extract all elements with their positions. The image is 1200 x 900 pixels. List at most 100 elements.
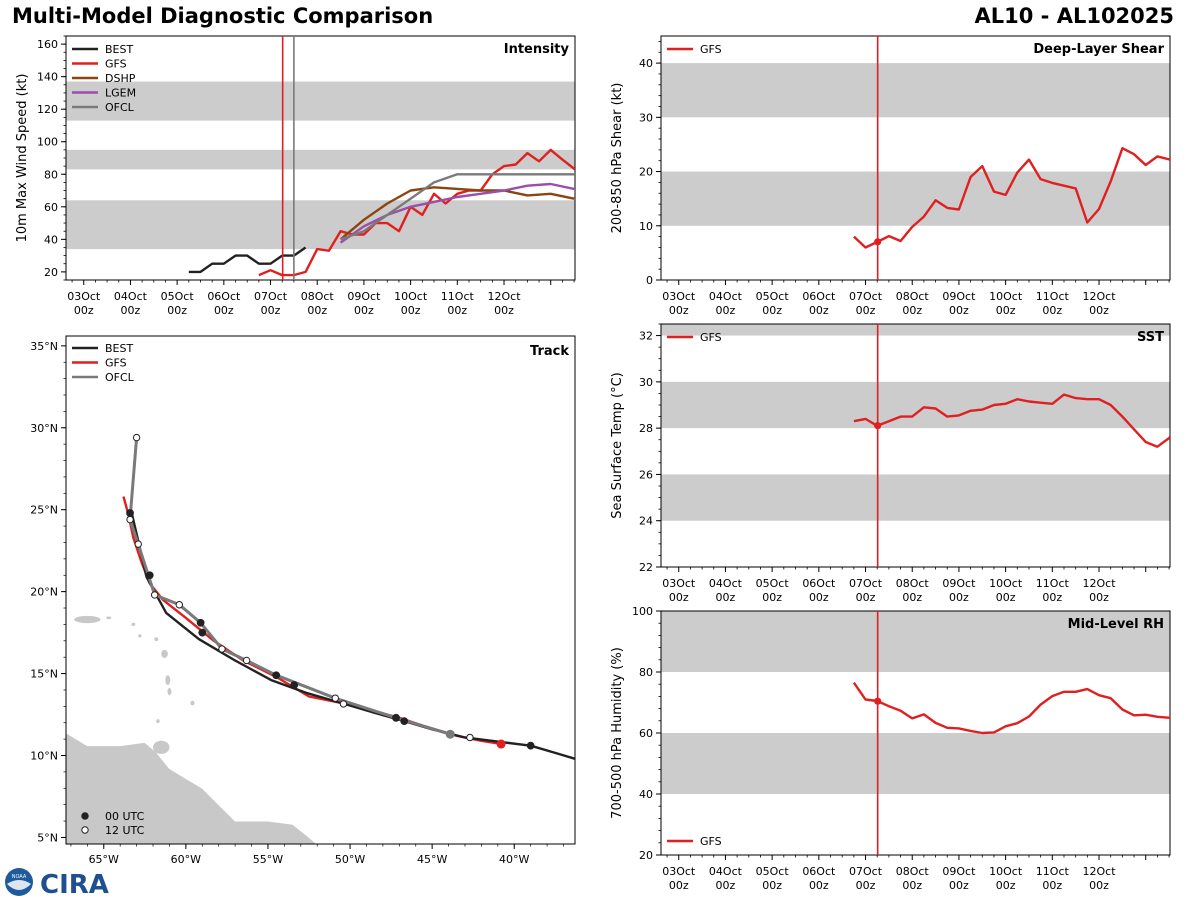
x-tick-label: 40°W <box>499 853 529 866</box>
land-island <box>190 700 195 706</box>
legend-label-gfs: GFS <box>105 357 127 370</box>
x-tick-label: 05Oct 00z <box>756 290 790 317</box>
plot-frame <box>660 323 1171 568</box>
x-tick-label: 04Oct 00z <box>709 290 743 317</box>
land-south-america <box>66 732 318 844</box>
y-tick-label: 60 <box>639 727 653 740</box>
y-tick-label: 20°N <box>30 586 58 599</box>
x-tick-label: 11Oct 00z <box>1036 865 1070 892</box>
y-axis-label: Sea Surface Temp (°C) <box>610 372 625 519</box>
x-tick-label: 09Oct 00z <box>347 290 381 317</box>
x-tick-label: 45°W <box>417 853 447 866</box>
legend-label-gfs: GFS <box>700 43 722 56</box>
legend: GFS <box>667 43 722 56</box>
land-group <box>66 615 318 844</box>
track-line-ofcl <box>128 437 451 736</box>
x-tick-label: 04Oct 00z <box>709 577 743 604</box>
plot-frame <box>660 35 1171 281</box>
y-tick-label: 10 <box>639 220 653 233</box>
panel-title: Intensity <box>504 42 570 57</box>
track-marker-gfs-12z <box>466 733 474 742</box>
legend-label-ofcl: OFCL <box>105 371 135 384</box>
y-tick-label: 100 <box>37 136 58 149</box>
track-marker-ofcl <box>392 713 400 722</box>
series-group <box>853 393 1170 448</box>
y-tick-label: 0 <box>646 274 653 287</box>
y-axis-label: 700-500 hPa Humidity (%) <box>610 647 625 819</box>
panel-rh: 20 40 60 80 100 03Oct 00z 04Oct 00z 05Oct 00z 06Oct… <box>610 605 1171 892</box>
y-tick-label: 30°N <box>30 422 58 435</box>
track-marker-best <box>126 509 134 517</box>
x-tick-label: 50°W <box>335 853 365 866</box>
track-marker-ofcl <box>331 694 339 702</box>
shade-band <box>661 171 1170 226</box>
x-tick-label: 12Oct 00z <box>1083 290 1117 317</box>
plot-frame <box>65 335 576 845</box>
track-line-best <box>130 512 575 760</box>
x-tick-label: 10Oct 00z <box>989 290 1023 317</box>
x-tick-label: 03Oct 00z <box>67 290 101 317</box>
y-tick-label: 140 <box>37 71 58 84</box>
land-island <box>153 740 170 754</box>
track-marker-gfs-12z <box>339 700 348 708</box>
panel-title: SST <box>1137 330 1164 345</box>
y-tick-label: 100 <box>632 605 653 618</box>
y-tick-label: 80 <box>44 168 58 181</box>
x-tick-label: 09Oct 00z <box>942 290 976 317</box>
track-line-gfs <box>122 496 502 746</box>
series-line-gfs <box>258 148 575 277</box>
y-tick-label: 32 <box>639 330 653 343</box>
shade-band <box>661 733 1170 794</box>
legend-label-best: BEST <box>105 43 133 56</box>
x-tick-label: 06Oct 00z <box>207 290 241 317</box>
marker-legend-00utc <box>81 812 89 820</box>
y-tick-label: 25°N <box>30 504 58 517</box>
plot-frame <box>660 610 1171 856</box>
x-tick-label: 04Oct 00z <box>709 865 743 892</box>
track-marker-ofcl <box>272 671 281 680</box>
x-tick-label: 10Oct 00z <box>394 290 428 317</box>
panel-intensity: 20 40 60 80 100 120 140 160 03Oct 00z 04Oct 00z 05Oc… <box>15 35 576 317</box>
x-tick-label: 09Oct 00z <box>942 865 976 892</box>
y-tick-label: 35°N <box>30 340 58 353</box>
track-marker-best <box>145 571 154 580</box>
land-island <box>165 675 171 686</box>
land-island <box>161 649 168 659</box>
init-marker <box>874 238 882 246</box>
x-tick-label: 07Oct 00z <box>849 290 883 317</box>
y-tick-label: 20 <box>639 166 653 179</box>
y-tick-label: 5°N <box>37 831 58 844</box>
x-tick-label: 10Oct 00z <box>989 577 1023 604</box>
y-tick-label: 10°N <box>30 750 58 763</box>
shade-band <box>661 474 1170 521</box>
legend-label-gfs: GFS <box>105 58 127 71</box>
track-marker-ofcl <box>242 656 251 665</box>
x-tick-label: 65°W <box>89 853 119 866</box>
land-island <box>106 616 112 620</box>
track-marker-ofcl <box>175 601 183 609</box>
track-marker-ofcl <box>445 729 455 739</box>
series-line-best <box>188 246 307 274</box>
x-tick-label: 04Oct 00z <box>114 290 148 317</box>
track-marker-best <box>526 741 535 750</box>
x-tick-label: 60°W <box>171 853 201 866</box>
shade-band <box>661 381 1170 429</box>
cira-logo: NOAA CIRA <box>5 868 109 898</box>
init-marker <box>874 422 882 430</box>
marker-legend-12utc <box>81 826 89 834</box>
track-marker-ofcl <box>134 540 142 548</box>
x-tick-label: 12Oct 00z <box>1083 865 1117 892</box>
x-tick-label: 06Oct 00z <box>802 290 836 317</box>
track-marker-ofcl <box>196 618 205 627</box>
x-tick-label: 05Oct 00z <box>756 577 790 604</box>
y-tick-label: 20 <box>44 266 58 279</box>
panel-track: 65°W 60°W 55°W 50°W 45°W 40°W 5°N 10°N 15°N 20°N 2… <box>30 335 576 866</box>
x-tick-label: 07Oct 00z <box>254 290 288 317</box>
series-group <box>853 146 1170 249</box>
series-line-dshp <box>339 186 575 241</box>
storm-id-title: AL10 - AL102025 <box>974 4 1175 28</box>
panel-title: Mid-Level RH <box>1068 617 1164 632</box>
x-tick-label: 08Oct 00z <box>896 290 930 317</box>
